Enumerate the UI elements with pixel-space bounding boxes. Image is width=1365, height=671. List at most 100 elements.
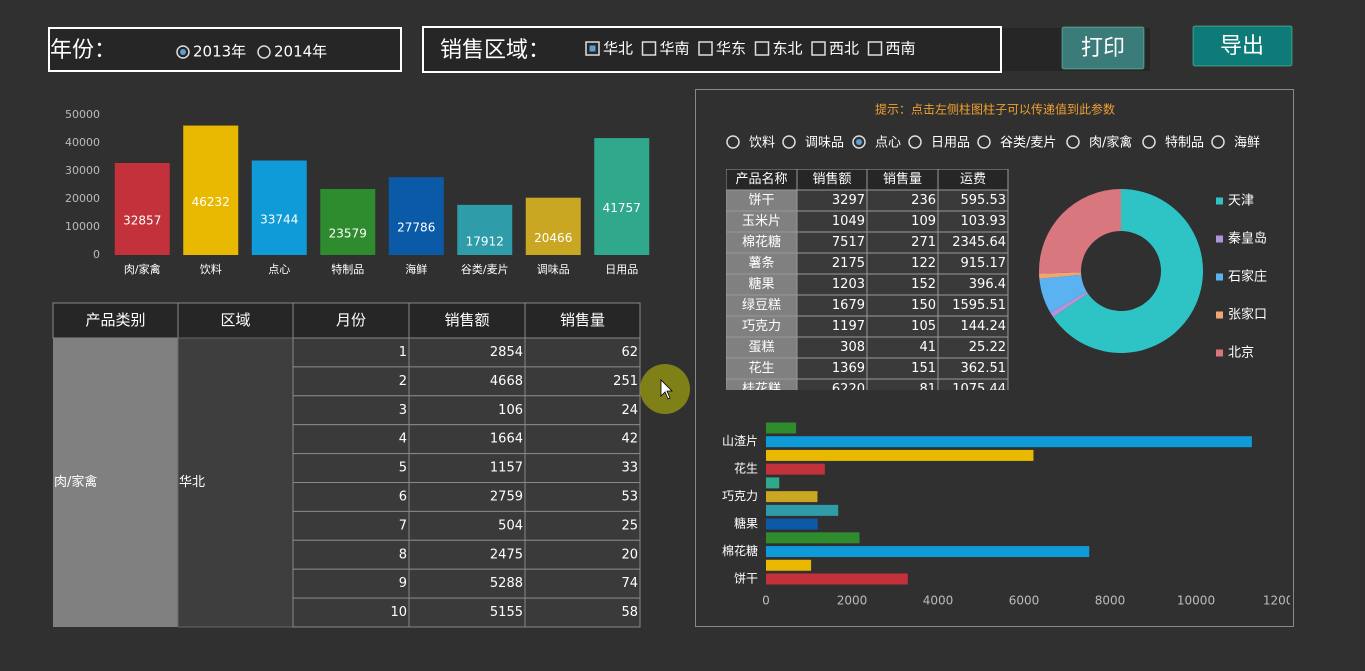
table-cell-text: 2475 xyxy=(490,547,523,562)
product-cell-text: 362.51 xyxy=(961,361,1007,376)
category-radio[interactable] xyxy=(782,135,796,149)
year-radio[interactable] xyxy=(257,45,271,59)
product-header: 产品名称 xyxy=(735,171,787,187)
bar[interactable] xyxy=(251,160,307,255)
region-option[interactable]: 华北 xyxy=(603,40,633,58)
table-header: 月份 xyxy=(336,311,366,329)
category-option[interactable]: 谷类/麦片 xyxy=(1000,136,1056,151)
category-option[interactable]: 调味品 xyxy=(805,136,844,151)
table-header-cell xyxy=(524,302,641,339)
table-cell-text: 10 xyxy=(390,605,407,620)
category-radio[interactable] xyxy=(726,135,740,149)
table-cell xyxy=(524,510,641,541)
category-radio[interactable] xyxy=(852,135,866,149)
category-radio[interactable] xyxy=(1211,135,1225,149)
category-option[interactable]: 特制品 xyxy=(1165,136,1204,151)
product-cell-text: 1203 xyxy=(832,277,865,292)
product-cell-text: 152 xyxy=(911,277,936,292)
region-option[interactable]: 华南 xyxy=(660,40,690,58)
category-option[interactable]: 肉/家禽 xyxy=(1089,135,1132,151)
bar[interactable] xyxy=(114,163,170,255)
category-option[interactable]: 饮料 xyxy=(749,136,775,151)
hbar[interactable] xyxy=(766,422,797,434)
product-cell-text: 饼干 xyxy=(748,193,774,208)
hbar-chart: 0 2000 4000 6000 8000 10000 12000 饼干 棉花糖 糖果 巧克力 花生 山… xyxy=(722,422,1290,608)
table-cell-text: 74 xyxy=(621,576,638,591)
region-option[interactable]: 西北 xyxy=(829,40,859,58)
table-cell-text: 24 xyxy=(621,403,638,418)
hbar[interactable] xyxy=(766,532,860,544)
hbar[interactable] xyxy=(766,463,825,475)
bar[interactable] xyxy=(388,177,444,255)
print-button-label[interactable]: 打印 xyxy=(1081,36,1125,61)
hbar[interactable] xyxy=(766,573,908,585)
x-tick-label: 6000 xyxy=(1009,594,1040,608)
region-checkbox[interactable] xyxy=(754,41,770,56)
table-cell-text: 7 xyxy=(399,518,407,533)
bar[interactable] xyxy=(320,188,376,255)
y-tick-label: 饼干 xyxy=(734,572,758,586)
region-checkbox-mark[interactable] xyxy=(589,45,596,52)
hbar[interactable] xyxy=(766,504,839,516)
hbar[interactable] xyxy=(766,491,818,503)
table-cell-text: 1157 xyxy=(490,461,523,476)
region-checkbox[interactable] xyxy=(698,41,713,56)
legend-swatch xyxy=(1216,235,1223,243)
category-radio[interactable] xyxy=(1066,135,1080,149)
category-option[interactable]: 点心 xyxy=(875,136,901,151)
bar[interactable] xyxy=(457,204,513,255)
x-tick-label: 0 xyxy=(762,594,770,608)
region-checkbox[interactable] xyxy=(585,41,600,56)
region-option[interactable]: 东北 xyxy=(773,40,803,58)
year-option[interactable]: 2014年 xyxy=(274,43,327,61)
category-radio[interactable] xyxy=(977,135,991,149)
product-cell-text: 1075.44 xyxy=(952,382,1006,397)
bar-value-label: 32857 xyxy=(123,214,161,228)
hbar[interactable] xyxy=(766,518,818,530)
donut-slice[interactable] xyxy=(1053,189,1203,353)
region-checkbox[interactable] xyxy=(811,41,826,56)
product-cell-text: 1197 xyxy=(832,319,865,334)
hbar[interactable] xyxy=(766,546,1090,558)
x-tick-label: 特制品 xyxy=(331,262,364,276)
legend-label: 张家口 xyxy=(1228,307,1267,323)
region-checkbox[interactable] xyxy=(867,41,883,56)
bar[interactable] xyxy=(183,125,239,255)
region-checkbox[interactable] xyxy=(641,41,657,56)
year-radio[interactable] xyxy=(176,45,190,59)
hbar[interactable] xyxy=(766,436,1252,448)
table-cell xyxy=(524,366,641,397)
hbar[interactable] xyxy=(766,559,812,571)
hbar[interactable] xyxy=(766,449,1034,461)
table-cell-text: 8 xyxy=(399,547,407,562)
donut-slice[interactable] xyxy=(1038,189,1121,274)
category-radio[interactable] xyxy=(908,135,922,149)
product-header: 运费 xyxy=(960,172,986,187)
donut-slice[interactable] xyxy=(1050,291,1088,318)
export-button-label[interactable]: 导出 xyxy=(1220,34,1264,59)
table-cell xyxy=(292,395,410,426)
year-label: 年份： xyxy=(50,38,116,63)
bar[interactable] xyxy=(594,138,650,255)
product-header: 销售量 xyxy=(883,171,922,187)
category-radio-dot[interactable] xyxy=(856,139,862,145)
export-button[interactable] xyxy=(1192,25,1293,67)
x-tick-label: 8000 xyxy=(1095,594,1126,608)
donut-slice[interactable] xyxy=(1039,272,1082,279)
category-option[interactable]: 海鲜 xyxy=(1234,136,1260,151)
region-option[interactable]: 华东 xyxy=(716,40,746,58)
y-tick-label: 10000 xyxy=(65,220,100,233)
year-radio-dot[interactable] xyxy=(180,49,186,55)
print-button[interactable] xyxy=(1061,26,1145,70)
bar[interactable] xyxy=(525,197,581,255)
region-option[interactable]: 西南 xyxy=(886,40,916,58)
category-radio[interactable] xyxy=(1142,135,1156,149)
hbar[interactable] xyxy=(766,477,780,489)
donut-slice[interactable] xyxy=(1039,274,1087,313)
y-tick-label: 巧克力 xyxy=(722,489,758,503)
year-option[interactable]: 2013年 xyxy=(193,43,246,61)
y-tick-label: 20000 xyxy=(65,192,100,205)
product-cell-text: 105 xyxy=(911,319,936,334)
category-option[interactable]: 日用品 xyxy=(931,136,970,151)
